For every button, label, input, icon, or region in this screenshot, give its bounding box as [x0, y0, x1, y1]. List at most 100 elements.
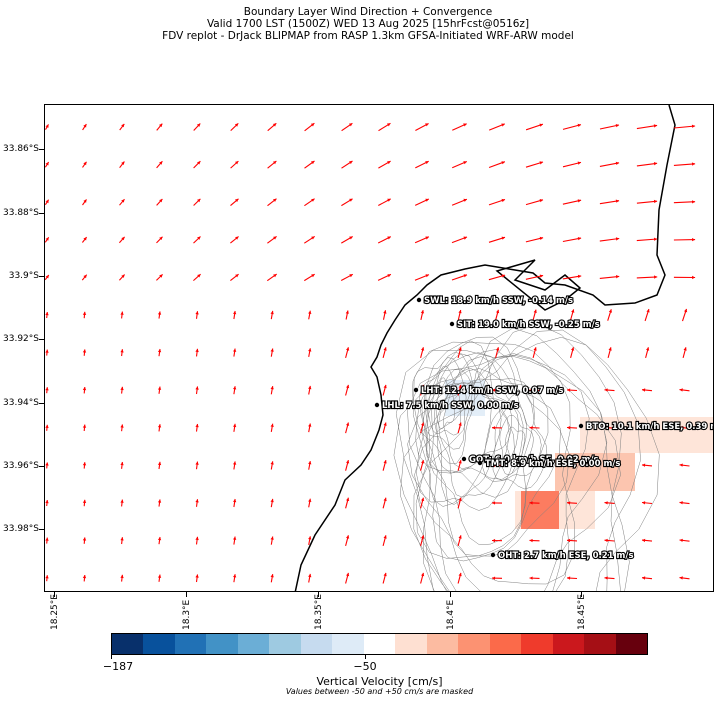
wind-arrow — [562, 199, 582, 205]
wind-arrow — [120, 424, 124, 432]
wind-arrow — [230, 160, 239, 169]
wind-arrow — [382, 347, 387, 359]
wind-arrow — [673, 275, 696, 280]
velocity-cell — [555, 453, 635, 491]
wind-arrow — [270, 386, 274, 395]
wind-arrow — [120, 461, 124, 469]
wind-arrow — [267, 235, 277, 244]
wind-arrow — [82, 499, 87, 507]
wind-arrow — [488, 198, 506, 206]
wind-arrow — [382, 422, 387, 434]
colorbar-tick-label: −50 — [353, 660, 377, 673]
colorbar-segment — [237, 634, 270, 654]
wind-arrow — [45, 349, 49, 356]
site-bto[interactable]: BTO: 10.1 km/h ESE, 0.39 m/s — [578, 421, 714, 433]
wind-arrow — [377, 236, 392, 244]
wind-arrow — [308, 536, 312, 546]
title-line-2: Valid 1700 LST (1500Z) WED 13 Aug 2025 [… — [206, 18, 530, 30]
wind-arrow — [641, 501, 653, 505]
wind-arrow — [45, 424, 49, 431]
contour-line — [419, 357, 467, 450]
wind-arrow — [679, 463, 690, 467]
wind-arrow — [230, 236, 239, 244]
lon-label: 18.4°E — [446, 599, 456, 630]
wind-arrow — [673, 238, 696, 242]
wind-arrow — [195, 311, 199, 319]
wind-arrow — [308, 348, 312, 358]
wind-arrow — [382, 535, 387, 547]
wind-arrow — [451, 160, 468, 169]
wind-arrow — [636, 162, 658, 167]
contour-line — [427, 366, 462, 436]
wind-arrow — [599, 161, 620, 167]
wind-arrow — [195, 386, 199, 395]
wind-arrow — [562, 237, 582, 243]
wind-arrow — [82, 349, 87, 356]
wind-arrow — [156, 236, 163, 244]
wind-arrow — [491, 388, 503, 392]
wind-arrow — [233, 498, 237, 508]
lon-tick — [54, 592, 55, 597]
site-tmt[interactable]: TMT: 8.9 km/h ESE, 0.00 m/s — [477, 458, 622, 470]
map-canvas: SWL: 18.9 km/h SSW, -0.14 m/s SIT: 19.0 k… — [45, 105, 714, 591]
site-label: LHT: 12.4 km/h SSW, 0.07 m/s — [421, 386, 563, 396]
site-sit[interactable]: SIT: 19.0 km/h SSW, -0.25 m/s — [449, 319, 601, 331]
wind-arrow — [378, 122, 391, 132]
wind-arrow — [457, 347, 462, 359]
map-panel[interactable]: SWL: 18.9 km/h SSW, -0.14 m/s SIT: 19.0 k… — [44, 104, 714, 592]
site-dot — [578, 423, 584, 429]
wind-arrow — [82, 574, 87, 582]
wind-arrow — [345, 535, 350, 547]
site-swl[interactable]: SWL: 18.9 km/h SSW, -0.14 m/s — [416, 295, 574, 307]
wind-arrow — [566, 538, 578, 543]
wind-arrow — [491, 538, 503, 543]
wind-arrow — [195, 574, 199, 583]
colorbar-segment — [269, 634, 301, 654]
wind-arrow — [82, 424, 87, 432]
wind-arrow — [270, 574, 274, 583]
harbour-outline — [495, 259, 582, 311]
wind-arrow — [157, 348, 162, 357]
contour-line — [438, 383, 492, 498]
colorbar — [111, 633, 648, 655]
colorbar-segment — [300, 634, 333, 654]
wind-arrow — [270, 348, 274, 357]
lat-label: 33.96°S — [3, 461, 39, 471]
wind-arrow — [679, 501, 690, 505]
wind-arrow — [193, 198, 201, 206]
wind-arrow — [233, 536, 237, 545]
wind-arrow — [120, 349, 124, 357]
wind-arrow — [525, 199, 544, 206]
wind-arrow — [340, 273, 354, 281]
site-lhl[interactable]: LHL: 7.5 km/h SSW, 0.00 m/s — [374, 400, 520, 412]
site-got[interactable]: GOT: 6.0 km/h SE, 0.02 m/s — [461, 454, 600, 466]
wind-arrow — [193, 273, 201, 282]
contour-line — [415, 349, 527, 498]
wind-arrow — [308, 310, 312, 320]
wind-arrow — [193, 236, 201, 244]
wind-arrow — [525, 274, 544, 280]
wind-arrow — [382, 572, 387, 584]
wind-arrow — [195, 423, 199, 432]
wind-arrow — [341, 236, 353, 244]
wind-arrow — [420, 497, 425, 509]
site-label: BTO: 10.1 km/h ESE, 0.39 m/s — [586, 422, 714, 432]
lon-tick — [581, 592, 582, 597]
wind-arrow — [488, 161, 506, 169]
wind-arrow — [566, 388, 578, 392]
wind-arrow — [681, 308, 688, 322]
wind-arrow — [644, 308, 650, 322]
lat-label: 33.88°S — [3, 208, 39, 218]
contour-line — [436, 367, 519, 474]
wind-arrow — [566, 501, 578, 505]
site-markers: SWL: 18.9 km/h SSW, -0.14 m/s SIT: 19.0 k… — [374, 295, 714, 562]
wind-arrow — [378, 198, 391, 206]
wind-arrow — [45, 199, 50, 205]
wind-arrow — [119, 161, 125, 169]
wind-arrow — [193, 160, 201, 169]
site-lht[interactable]: LHT: 12.4 km/h SSW, 0.07 m/s — [413, 385, 565, 397]
colorbar-segment — [552, 634, 585, 654]
site-oht[interactable]: OHT: 2.7 km/h ESE, 0.21 m/s — [490, 550, 635, 562]
wind-arrow — [82, 386, 87, 394]
lon-label: 18.3°E — [182, 599, 192, 630]
